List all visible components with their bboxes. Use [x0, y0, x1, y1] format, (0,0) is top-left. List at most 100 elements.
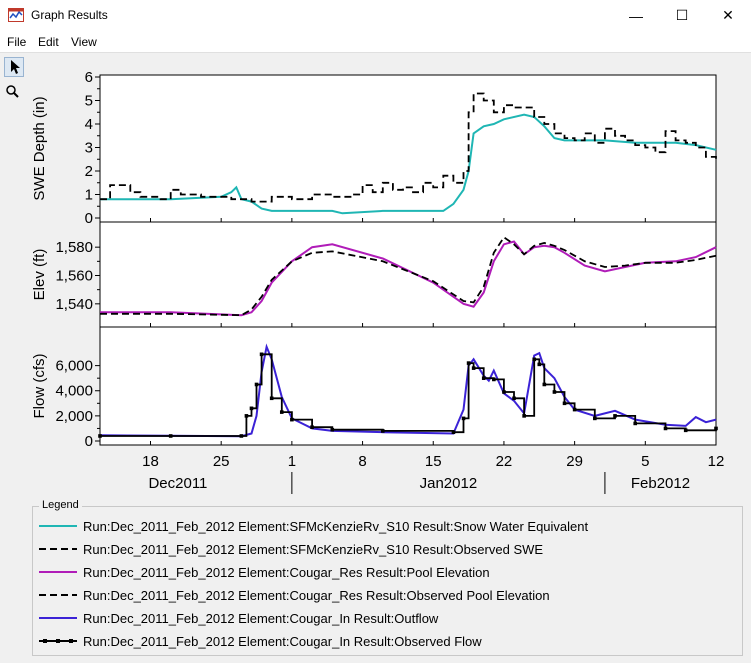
- legend-swatch: [39, 617, 77, 619]
- tool-palette: [0, 53, 28, 663]
- data-point: [663, 426, 668, 431]
- legend-title: Legend: [39, 499, 82, 511]
- data-point: [380, 429, 385, 433]
- y-tick-label: 6,000: [55, 358, 93, 375]
- legend-swatch: [39, 571, 77, 573]
- legend-entry: Run:Dec_2011_Feb_2012 Element:Cougar_In …: [37, 608, 727, 630]
- y-tick-label: 4: [85, 116, 93, 133]
- data-point: [613, 414, 617, 418]
- title-bar: Graph Results — ☐ ✕: [0, 0, 751, 31]
- legend-swatch: [39, 548, 77, 550]
- data-point: [254, 382, 259, 387]
- series-line-pool-elevation: [100, 240, 717, 317]
- pointer-icon: [11, 60, 20, 74]
- legend-swatch: [39, 639, 77, 643]
- legend-label: Run:Dec_2011_Feb_2012 Element:SFMcKenzie…: [83, 519, 589, 534]
- legend-swatch: [39, 594, 77, 596]
- y-axis-label: SWE Depth (in): [31, 96, 48, 200]
- x-tick-label: 15: [425, 453, 442, 470]
- minimize-button[interactable]: —: [629, 7, 643, 24]
- data-point: [502, 390, 506, 394]
- y-tick-label: 1,580: [55, 239, 93, 256]
- y-tick-label: 5: [85, 93, 93, 110]
- data-point: [633, 421, 638, 426]
- x-tick-label: 18: [142, 453, 159, 470]
- legend-marker: [43, 639, 47, 643]
- data-point: [168, 434, 173, 438]
- legend-entry: Run:Dec_2011_Feb_2012 Element:SFMcKenzie…: [37, 539, 727, 561]
- app-icon: [8, 8, 24, 22]
- data-point: [259, 352, 264, 357]
- y-tick-label: 6: [85, 69, 93, 86]
- zoom-tool-button[interactable]: [4, 83, 24, 103]
- legend-entry: Run:Dec_2011_Feb_2012 Element:Cougar_In …: [37, 631, 727, 653]
- legend-entry: Run:Dec_2011_Feb_2012 Element:Cougar_Res…: [37, 562, 727, 584]
- legend-swatch: [39, 525, 77, 527]
- data-point: [522, 414, 526, 418]
- data-point: [290, 417, 294, 422]
- data-point: [562, 401, 567, 406]
- maximize-button[interactable]: ☐: [675, 7, 689, 23]
- x-tick-label: 25: [213, 453, 230, 470]
- plot-panel-3: [99, 326, 717, 446]
- menu-edit[interactable]: Edit: [38, 35, 59, 49]
- data-point: [461, 416, 466, 421]
- series-line-observed-swe: [100, 92, 717, 203]
- legend: Legend Run:Dec_2011_Feb_2012 Element:SFM…: [32, 499, 743, 656]
- data-point: [593, 416, 597, 421]
- legend-marker: [69, 639, 73, 643]
- x-tick-label: 1: [288, 453, 296, 470]
- legend-label: Run:Dec_2011_Feb_2012 Element:Cougar_Res…: [83, 565, 490, 580]
- data-point: [244, 414, 249, 418]
- data-point: [279, 410, 284, 414]
- x-tick-label: 5: [641, 453, 649, 470]
- y-tick-label: 3: [85, 140, 93, 157]
- plot-panel-2: [99, 221, 717, 328]
- y-tick-label: 1: [85, 187, 93, 204]
- month-label: Feb2012: [631, 475, 690, 492]
- panel-3-group: 0 2,000 4,000 6,000 Flow (cfs): [31, 343, 718, 450]
- data-point: [537, 362, 542, 367]
- data-point: [249, 406, 254, 411]
- close-button[interactable]: ✕: [722, 7, 734, 23]
- data-point: [683, 428, 688, 433]
- data-point: [552, 390, 557, 394]
- x-tick-label: 8: [358, 453, 366, 470]
- menu-bar: File Edit View: [0, 31, 751, 53]
- data-point: [532, 357, 537, 362]
- y-tick-label: 1,540: [55, 296, 93, 313]
- legend-entry: Run:Dec_2011_Feb_2012 Element:Cougar_Res…: [37, 585, 727, 607]
- menu-file[interactable]: File: [7, 35, 27, 49]
- month-label: Jan2012: [420, 475, 478, 492]
- zoom-icon: [6, 85, 19, 98]
- data-point: [512, 396, 516, 401]
- plot-panel-1: [99, 74, 717, 223]
- data-point: [714, 426, 718, 431]
- menu-view[interactable]: View: [71, 35, 97, 49]
- pointer-tool-button[interactable]: [4, 57, 24, 77]
- data-point: [572, 407, 577, 412]
- x-tick-label: 29: [566, 453, 583, 470]
- data-point: [466, 361, 471, 365]
- legend-label: Run:Dec_2011_Feb_2012 Element:Cougar_In …: [83, 611, 439, 626]
- window-title: Graph Results: [31, 8, 108, 22]
- y-tick-label: 0: [85, 433, 93, 450]
- legend-label: Run:Dec_2011_Feb_2012 Element:Cougar_Res…: [83, 588, 550, 603]
- y-tick-label: 4,000: [55, 383, 93, 400]
- y-tick-label: 0: [85, 210, 93, 227]
- y-axis-label: Flow (cfs): [31, 354, 48, 419]
- legend-marker: [56, 639, 60, 643]
- legend-entry: Run:Dec_2011_Feb_2012 Element:SFMcKenzie…: [37, 516, 727, 538]
- data-point: [239, 434, 244, 438]
- x-tick-label: 12: [708, 453, 725, 470]
- data-point: [492, 377, 496, 382]
- data-point: [269, 396, 274, 401]
- x-tick-label: 22: [496, 453, 513, 470]
- legend-label: Run:Dec_2011_Feb_2012 Element:SFMcKenzie…: [83, 542, 544, 557]
- series-line-snow-water-equivalent: [100, 113, 717, 215]
- y-tick-label: 2,000: [55, 408, 93, 425]
- panel-2-group: 1,540 1,560 1,580 Elev (ft): [31, 236, 717, 327]
- data-point: [451, 430, 456, 435]
- y-axis-label: Elev (ft): [31, 249, 48, 301]
